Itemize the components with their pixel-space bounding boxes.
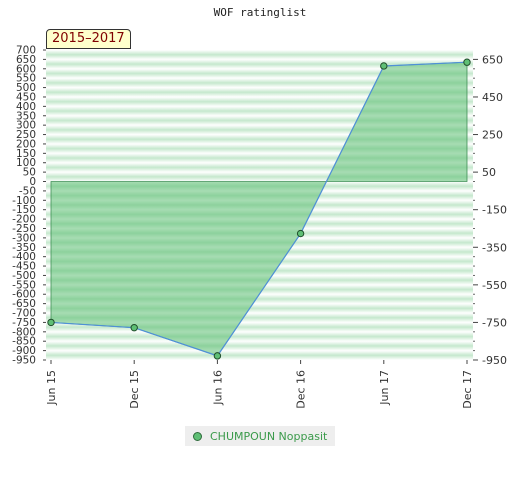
- data-point: [463, 58, 471, 66]
- right-axis-tick-label: 450: [482, 91, 503, 104]
- right-axis-tick-label: -750: [482, 316, 507, 329]
- x-axis-tick-label: Jun 17: [378, 370, 391, 406]
- right-axis-tick-label: -150: [482, 204, 507, 217]
- left-axis-tick-label: 650: [16, 54, 36, 66]
- right-axis-tick-label: -950: [482, 354, 507, 367]
- grid-stripe: [46, 313, 473, 323]
- left-axis-tick-label: 200: [16, 138, 36, 150]
- left-axis-tick-label: -950: [12, 355, 36, 367]
- left-axis-tick-label: 450: [16, 91, 36, 103]
- grid-stripe: [46, 331, 473, 342]
- left-axis-tick-label: -450: [12, 261, 36, 273]
- grid-stripe: [46, 125, 473, 135]
- left-axis-tick-label: 500: [16, 82, 36, 94]
- grid-stripe: [46, 341, 473, 351]
- data-point: [296, 229, 305, 238]
- grid-stripe: [46, 294, 473, 304]
- left-axis-tick-label: 50: [23, 167, 36, 179]
- x-axis-tick-label: Dec 15: [128, 370, 141, 409]
- grid-stripe: [46, 162, 473, 173]
- data-point: [47, 318, 55, 327]
- legend[interactable]: CHUMPOUN Noppasit: [185, 426, 335, 446]
- left-axis-tick-label: -250: [12, 223, 36, 235]
- x-axis-tick-label: Jun 16: [211, 370, 224, 406]
- left-axis-tick-label: -150: [12, 204, 36, 216]
- left-axis-tick-label: -600: [12, 289, 36, 301]
- grid-stripe: [46, 87, 473, 97]
- left-axis-tick-label: -900: [12, 345, 36, 357]
- grid-stripe: [46, 50, 473, 60]
- period-badge: 2015–2017: [46, 29, 131, 49]
- left-axis-tick-label: -400: [12, 251, 36, 263]
- left-axis-tick-label: 700: [16, 45, 36, 57]
- series-line: [50, 61, 468, 357]
- grid-stripe: [46, 106, 473, 116]
- right-axis-tick-label: 250: [482, 129, 503, 142]
- grid-stripe: [46, 59, 473, 69]
- left-axis-tick-label: 150: [16, 148, 36, 160]
- left-axis-tick-label: 100: [16, 157, 36, 169]
- right-axis-tick-label: -550: [482, 279, 507, 292]
- x-axis-tick-label: Dec 16: [295, 370, 308, 409]
- x-axis-tick-label: Dec 17: [461, 370, 474, 409]
- chart-title: WOF ratinglist: [213, 6, 307, 19]
- left-axis-tick-label: -300: [12, 232, 36, 244]
- left-axis-tick-label: -800: [12, 326, 36, 338]
- grid-stripe: [46, 350, 473, 360]
- right-axis-tick-label: 50: [482, 166, 496, 179]
- grid-stripe: [46, 78, 473, 88]
- grid-stripe: [46, 153, 473, 163]
- grid-stripe: [46, 303, 473, 314]
- left-axis-tick-label: 400: [16, 101, 36, 113]
- left-axis-tick-label: -100: [12, 195, 36, 207]
- grid-stripe: [46, 134, 473, 144]
- left-axis-tick-label: -550: [12, 279, 36, 291]
- left-axis-tick-label: -350: [12, 242, 36, 254]
- right-axis-tick-label: -350: [482, 241, 507, 254]
- left-axis-tick-label: -500: [12, 270, 36, 282]
- left-axis-tick-label: -850: [12, 336, 36, 348]
- left-axis-tick-label: -200: [12, 214, 36, 226]
- data-point: [380, 62, 388, 70]
- legend-label: CHUMPOUN Noppasit: [210, 429, 328, 443]
- left-axis-tick-label: 600: [16, 63, 36, 75]
- left-axis-tick-label: -700: [12, 308, 36, 320]
- grid-stripe: [46, 322, 473, 332]
- right-axis-tick-label: 650: [482, 53, 503, 66]
- left-axis-tick-label: -750: [12, 317, 36, 329]
- grid-stripe: [46, 172, 473, 182]
- left-axis-tick-label: 250: [16, 129, 36, 141]
- series-line-layer: [50, 61, 468, 357]
- x-axis-tick-label: Jun 15: [45, 370, 58, 406]
- left-axis-tick-label: 350: [16, 110, 36, 122]
- data-point: [213, 352, 222, 360]
- axes: 7006506005505004504003503002502001501005…: [12, 45, 507, 409]
- grid-stripe: [46, 68, 473, 79]
- left-axis-tick-label: 550: [16, 73, 36, 85]
- grid-stripe: [46, 143, 473, 154]
- legend-marker-icon: [193, 431, 202, 441]
- markers: [47, 58, 471, 360]
- left-axis-tick-label: -50: [19, 185, 36, 197]
- left-axis-tick-label: 300: [16, 120, 36, 132]
- left-axis-tick-label: -650: [12, 298, 36, 310]
- left-axis-tick-label: 0: [29, 176, 36, 188]
- grid-stripe: [46, 96, 473, 107]
- data-point: [130, 323, 138, 332]
- grid-stripe: [46, 115, 473, 126]
